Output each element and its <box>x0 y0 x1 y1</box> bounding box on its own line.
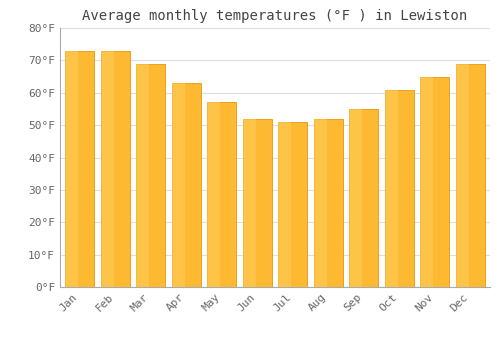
Bar <box>456 64 485 287</box>
Bar <box>420 77 450 287</box>
Bar <box>350 109 362 287</box>
Bar <box>100 51 114 287</box>
Bar <box>172 83 184 287</box>
Bar <box>385 90 398 287</box>
Bar <box>136 64 165 287</box>
Title: Average monthly temperatures (°F ) in Lewiston: Average monthly temperatures (°F ) in Le… <box>82 9 468 23</box>
Bar <box>242 119 256 287</box>
Bar <box>278 122 308 287</box>
Bar <box>100 51 130 287</box>
Bar <box>456 64 469 287</box>
Bar <box>420 77 434 287</box>
Bar <box>65 51 78 287</box>
Bar <box>314 119 327 287</box>
Bar <box>385 90 414 287</box>
Bar <box>207 103 220 287</box>
Bar <box>242 119 272 287</box>
Bar <box>314 119 343 287</box>
Bar <box>172 83 200 287</box>
Bar <box>65 51 94 287</box>
Bar <box>136 64 149 287</box>
Bar <box>278 122 291 287</box>
Bar <box>207 103 236 287</box>
Bar <box>350 109 378 287</box>
